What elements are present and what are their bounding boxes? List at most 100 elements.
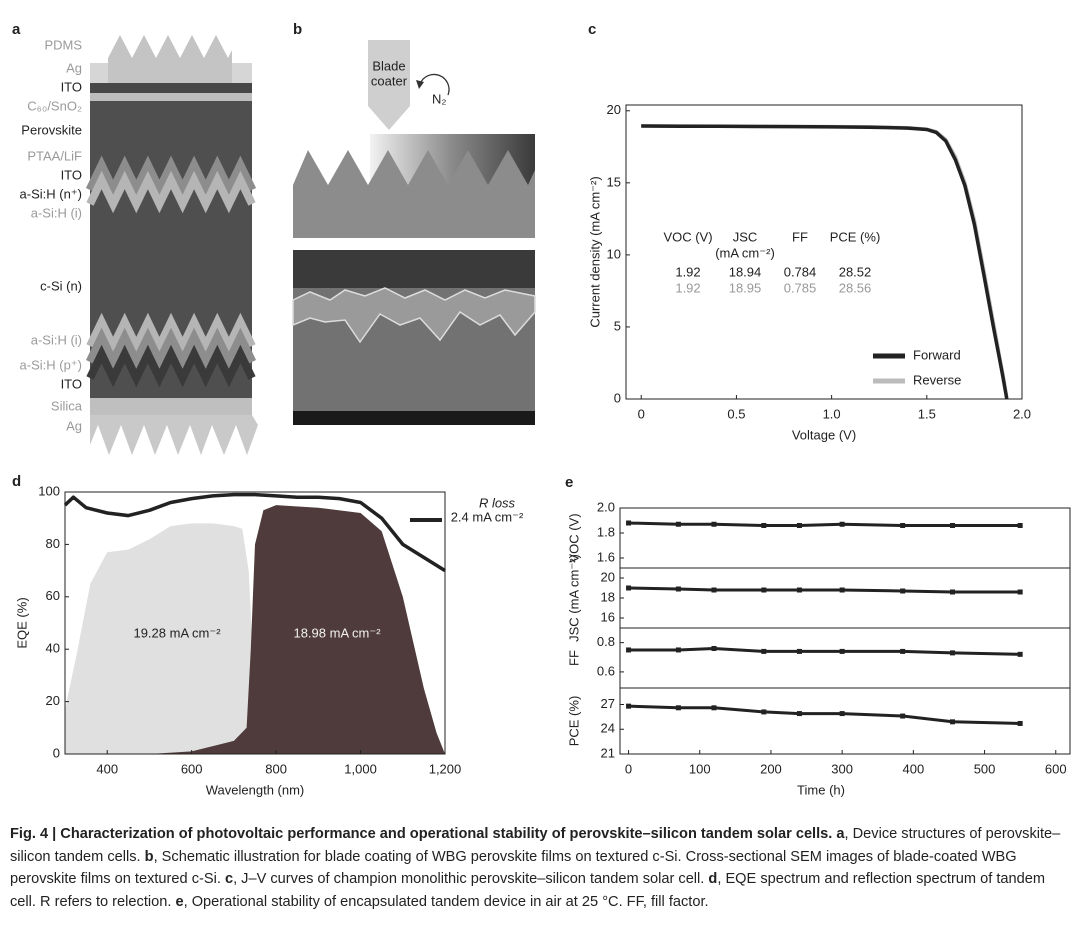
x-tick-label: 0 bbox=[625, 761, 632, 776]
layer-label: ITO bbox=[61, 376, 82, 391]
x-tick-label: 400 bbox=[903, 761, 925, 776]
x-tick-label: 200 bbox=[760, 761, 782, 776]
table-cell: 0.785 bbox=[784, 280, 817, 295]
layer-label: a-Si:H (i) bbox=[31, 332, 82, 347]
y-tick-label: 0 bbox=[614, 390, 621, 405]
panel-label: e bbox=[565, 474, 573, 491]
y-tick-label: 2.0 bbox=[597, 499, 615, 514]
legend-label: R loss bbox=[479, 495, 516, 510]
layer-label: Ag bbox=[66, 418, 82, 433]
y-tick-label: 21 bbox=[601, 745, 615, 760]
x-tick-label: 0.5 bbox=[727, 406, 745, 421]
marker bbox=[839, 587, 845, 593]
layer-label: PTAA/LiF bbox=[27, 148, 82, 163]
axes-frame bbox=[625, 104, 1023, 400]
i-layer bbox=[86, 312, 256, 356]
y-tick-label: 80 bbox=[46, 536, 60, 551]
layer-label: C₆₀/SnO₂ bbox=[27, 98, 82, 113]
marker bbox=[796, 648, 802, 654]
marker bbox=[839, 711, 845, 717]
marker bbox=[711, 705, 717, 711]
layer-label: c-Si (n) bbox=[40, 278, 82, 293]
sem-info-bar bbox=[293, 411, 535, 425]
caption-title: Fig. 4 | Characterization of photovoltai… bbox=[10, 826, 833, 842]
legend-annotation: 2.4 mA cm⁻² bbox=[451, 509, 524, 524]
y-tick-label: 20 bbox=[601, 569, 615, 584]
caption-panel-label: a bbox=[836, 826, 845, 842]
axes-frame bbox=[619, 687, 1071, 755]
marker bbox=[796, 523, 802, 528]
blade bbox=[368, 40, 410, 130]
y-tick-label: 15 bbox=[607, 174, 621, 189]
panel-label: b bbox=[293, 21, 302, 38]
caption-panel-label: d bbox=[708, 871, 718, 887]
table-cell: 28.56 bbox=[839, 280, 872, 295]
table-header: JSC bbox=[733, 229, 758, 244]
caption-text: , EQE spectrum and reflection spectrum o… bbox=[10, 871, 1046, 910]
marker bbox=[950, 719, 956, 725]
x-axis-label: Time (h) bbox=[797, 782, 845, 797]
curve bbox=[641, 124, 1009, 400]
axes-frame bbox=[619, 507, 1071, 569]
sem-top bbox=[293, 250, 535, 288]
pdms bbox=[108, 35, 232, 83]
marker bbox=[675, 705, 681, 711]
x-tick-label: 800 bbox=[265, 761, 287, 776]
table-header: FF bbox=[792, 229, 808, 244]
y-tick-label: 60 bbox=[46, 588, 60, 603]
y-tick-label: 18 bbox=[601, 589, 615, 604]
y-tick-label: 24 bbox=[601, 721, 615, 736]
marker bbox=[626, 520, 632, 526]
x-tick-label: 100 bbox=[689, 761, 711, 776]
marker bbox=[675, 647, 681, 653]
i-layer bbox=[86, 170, 256, 214]
layer-label: PDMS bbox=[44, 37, 82, 52]
legend-label: Forward bbox=[913, 347, 961, 362]
curve bbox=[628, 521, 1021, 527]
axes-frame bbox=[619, 627, 1071, 689]
table-header: VOC (V) bbox=[663, 229, 712, 244]
layer-label: ITO bbox=[61, 167, 82, 182]
marker bbox=[761, 709, 767, 715]
marker bbox=[900, 713, 906, 719]
y-axis-label: PCE (%) bbox=[566, 696, 581, 747]
marker bbox=[796, 587, 802, 593]
y-tick-label: 27 bbox=[601, 696, 615, 711]
marker bbox=[900, 648, 906, 654]
table-cell: 18.95 bbox=[729, 280, 762, 295]
legend-label: Reverse bbox=[913, 372, 961, 387]
area-annotation: 18.98 mA cm⁻² bbox=[293, 625, 381, 640]
marker bbox=[711, 587, 717, 593]
x-tick-label: 600 bbox=[181, 761, 203, 776]
marker bbox=[1017, 589, 1023, 595]
layer-label: Ag bbox=[66, 60, 82, 75]
x-tick-label: 400 bbox=[96, 761, 118, 776]
y-tick-label: 40 bbox=[46, 641, 60, 656]
curve bbox=[63, 492, 446, 573]
area-annotation: 19.28 mA cm⁻² bbox=[133, 625, 221, 640]
y-tick-label: 10 bbox=[607, 246, 621, 261]
layer-label: a-Si:H (i) bbox=[31, 205, 82, 220]
marker bbox=[950, 650, 956, 656]
y-axis-label: VOC (V) bbox=[566, 513, 581, 562]
curve bbox=[628, 704, 1021, 725]
marker bbox=[675, 586, 681, 592]
caption-panel-label: c bbox=[224, 871, 234, 887]
x-tick-label: 1.5 bbox=[918, 406, 936, 421]
marker bbox=[761, 587, 767, 593]
x-tick-label: 600 bbox=[1045, 761, 1067, 776]
textured-substrate bbox=[293, 150, 535, 238]
layer-label: Silica bbox=[51, 398, 83, 413]
table-cell: 0.784 bbox=[784, 264, 817, 279]
y-tick-label: 100 bbox=[38, 483, 60, 498]
y-tick-label: 0.6 bbox=[597, 663, 615, 678]
table-header: PCE (%) bbox=[830, 229, 881, 244]
marker bbox=[1017, 651, 1023, 657]
caption-text: , Device structures of perovskite–silico… bbox=[10, 826, 1061, 865]
marker bbox=[950, 523, 956, 528]
x-tick-label: 300 bbox=[831, 761, 853, 776]
arrow-head bbox=[416, 80, 424, 89]
overlay: a b c d e Blade coater N₂ bbox=[12, 21, 596, 491]
layer-label: Perovskite bbox=[21, 122, 82, 137]
